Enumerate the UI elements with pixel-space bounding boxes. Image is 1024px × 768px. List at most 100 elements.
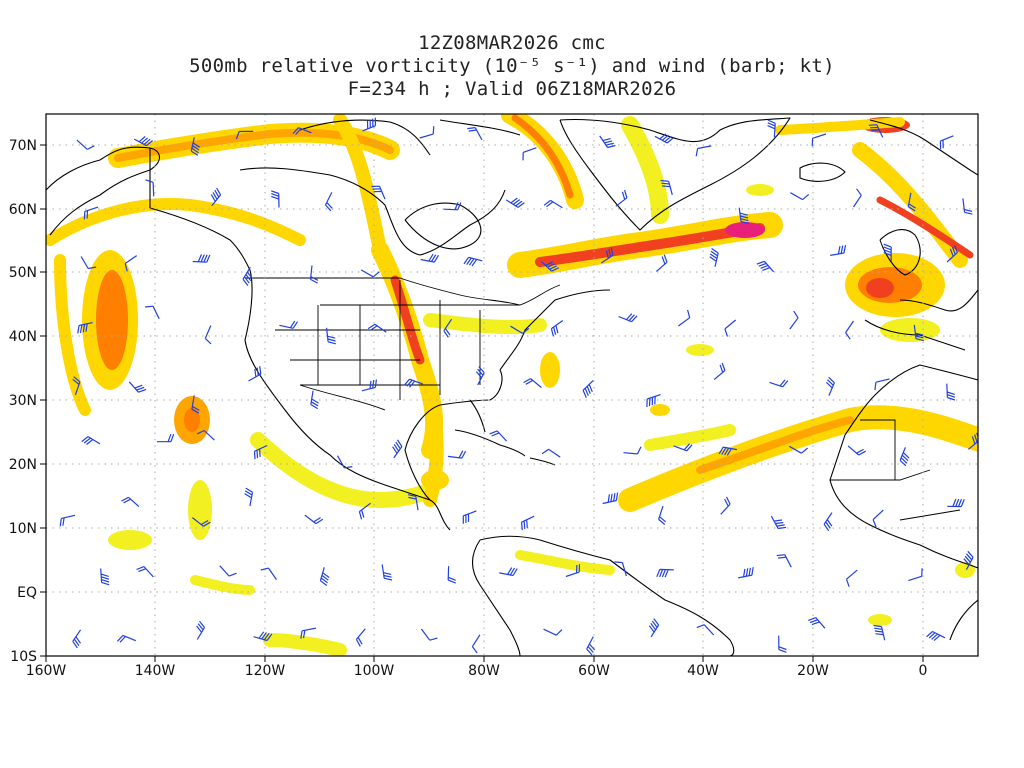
wind-barb [505, 197, 525, 208]
wind-barb [769, 379, 789, 388]
wind-barb [550, 320, 564, 337]
wind-barb [599, 135, 616, 149]
map-frame [45, 113, 979, 657]
wind-barb [615, 189, 628, 207]
wind-barb [907, 192, 917, 212]
wind-barb [540, 261, 560, 272]
wind-barb [124, 255, 138, 272]
wind-barb [244, 487, 254, 507]
wind-barb [770, 515, 787, 530]
wind-barb [678, 309, 691, 327]
wind-barb [767, 119, 776, 138]
wind-barb [968, 432, 978, 450]
coast-europe [869, 119, 978, 176]
wind-barb [196, 429, 215, 441]
wind-barb [489, 430, 508, 442]
wind-barb [447, 566, 456, 584]
wind-barb [600, 247, 614, 264]
wind-barb [776, 554, 792, 568]
lon-label-120w: 120W [245, 663, 286, 679]
wind-barb [279, 320, 298, 329]
wind-barb [646, 394, 661, 408]
wind-barb [292, 127, 312, 136]
wind-barb [59, 514, 76, 527]
wind-barb [100, 568, 110, 586]
wind-barb [946, 244, 958, 263]
wind-barb [523, 378, 542, 388]
wind-barb [808, 617, 826, 629]
coast-iceland [799, 162, 846, 182]
wind-barb [270, 190, 280, 208]
wind-barb [790, 192, 810, 201]
wind-barb [658, 505, 667, 525]
wind-barb [720, 496, 731, 515]
wind-barb [355, 628, 366, 647]
wind-barb [324, 192, 333, 212]
wind-barb [845, 569, 858, 587]
lon-label-60w: 60W [578, 663, 610, 679]
wind-barb [156, 433, 175, 443]
lat-label-eq: EQ [17, 585, 37, 601]
wind-barb [778, 635, 787, 653]
coast-florida [469, 399, 486, 433]
wind-barb [811, 133, 827, 147]
wind-barb [77, 322, 93, 334]
vort-band-great-lakes [423, 313, 547, 335]
wind-barb [913, 324, 924, 342]
wind-barb [128, 381, 147, 393]
vorticity-shading [46, 114, 978, 656]
wind-barbs [59, 117, 978, 656]
lat-label-40n: 40N [9, 329, 37, 345]
wind-barb [145, 179, 155, 197]
wind-barb [471, 634, 481, 654]
wind-barb [403, 378, 423, 388]
wind-barb [407, 494, 419, 511]
wind-barb [789, 445, 808, 454]
lat-label-10s: 10S [10, 649, 37, 665]
lon-label-160w: 160W [26, 663, 67, 679]
wind-barb [823, 512, 833, 532]
wind-barb [510, 325, 530, 334]
wind-barb [654, 133, 674, 144]
coast-greenland [559, 117, 791, 231]
wind-barb [543, 199, 563, 209]
wind-barb [447, 450, 467, 459]
wind-barb [309, 265, 319, 284]
wind-barb [310, 390, 319, 410]
wind-barb [648, 618, 660, 638]
wind-barb [81, 436, 101, 445]
wind-barb [926, 630, 946, 642]
wind-barb [908, 568, 923, 582]
lat-label-20n: 20N [9, 457, 37, 473]
wind-barb [623, 446, 642, 455]
lat-label-60n: 60N [9, 202, 37, 218]
wind-barb [235, 130, 254, 140]
wind-barb [419, 126, 435, 139]
wind-barb [462, 510, 477, 524]
wind-barb [845, 320, 854, 340]
wind-barb [695, 145, 712, 157]
wind-barb [499, 567, 518, 577]
wind-barb [789, 310, 799, 330]
vort-band-tropics [515, 550, 615, 575]
wind-barb [475, 366, 485, 386]
title-line-field: 500mb relative vorticity (10⁻⁵ s⁻¹) and … [189, 55, 835, 77]
lon-label-80w: 80W [468, 663, 500, 679]
wind-barb [304, 514, 324, 525]
wind-barb [136, 566, 154, 578]
wind-barb [361, 379, 377, 392]
wind-barb [656, 254, 668, 272]
wind-barb [420, 253, 440, 263]
wind-barb [358, 502, 371, 520]
lon-label-0: 0 [919, 663, 928, 679]
wind-barb [696, 624, 715, 636]
wind-barb [191, 395, 200, 414]
wind-barb [883, 243, 892, 262]
wind-barb [946, 383, 956, 401]
coast-canada-arctic [239, 167, 506, 256]
wind-barb [116, 634, 137, 643]
wind-barb [586, 636, 596, 656]
wind-barb [543, 628, 563, 636]
wind-barb [133, 136, 153, 147]
wind-barb [242, 266, 253, 286]
